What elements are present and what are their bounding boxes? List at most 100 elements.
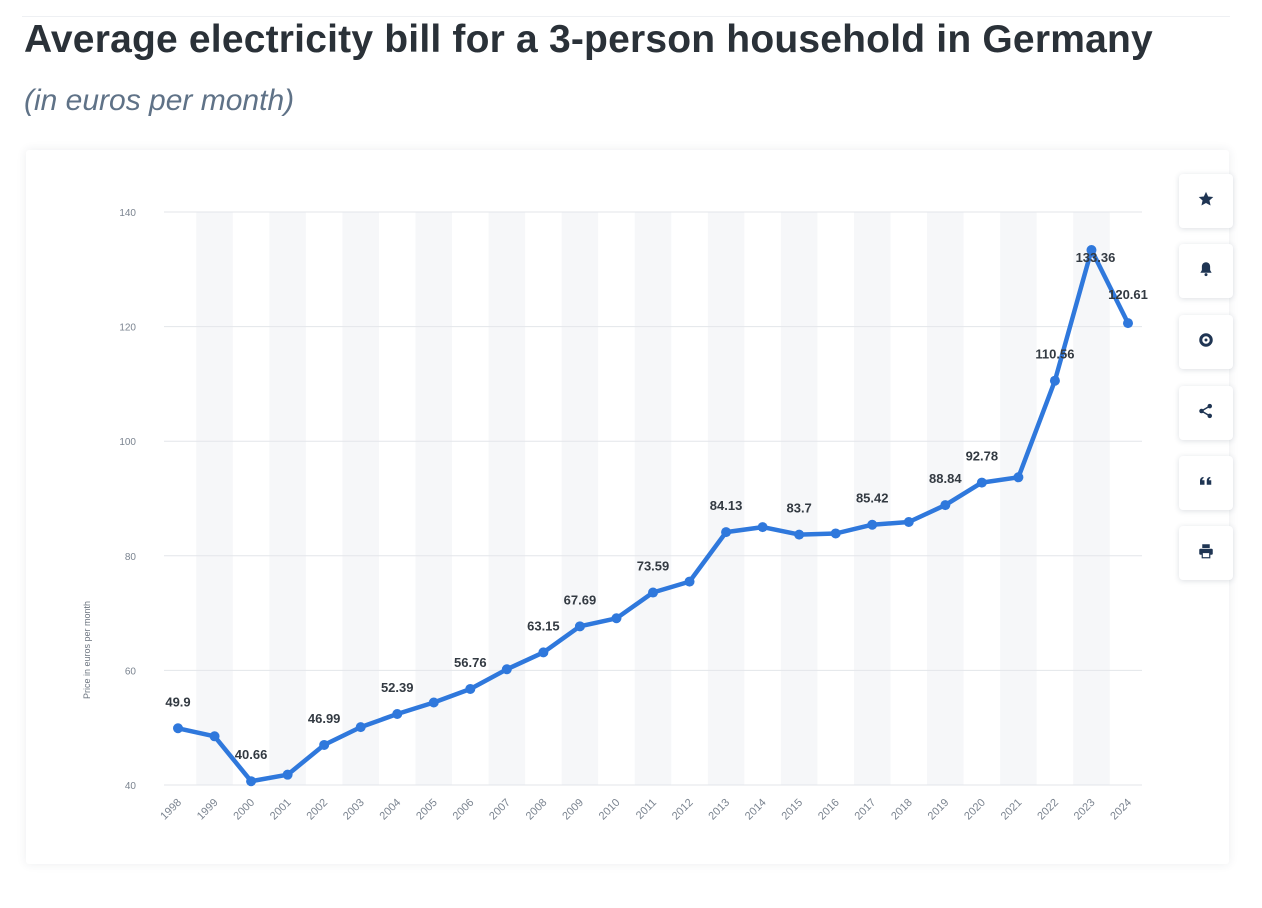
data-label: 83.7 — [786, 501, 811, 516]
y-tick-label: 120 — [119, 323, 136, 334]
x-tick-label: 2013 — [706, 797, 732, 823]
column-band — [780, 212, 818, 785]
x-tick-label: 2015 — [779, 797, 805, 823]
cite-button[interactable] — [1179, 456, 1233, 510]
data-label: 67.69 — [564, 592, 597, 607]
data-point — [1049, 375, 1060, 386]
data-point — [428, 697, 439, 708]
data-point — [574, 621, 585, 632]
data-point — [319, 739, 330, 750]
data-label: 56.76 — [454, 655, 487, 670]
data-point — [246, 776, 257, 787]
x-tick-label: 2003 — [341, 797, 367, 823]
x-tick-label: 2001 — [268, 797, 294, 823]
x-tick-label: 2024 — [1108, 797, 1134, 823]
data-point — [1013, 472, 1024, 483]
chart-card: 40 60 80 100 120 140 1998 1999 2000 2001 2002 2003… — [26, 150, 1233, 864]
chart-subtitle: (in euros per month) — [24, 84, 295, 117]
x-tick-label: 2012 — [670, 797, 696, 823]
column-band — [707, 212, 745, 785]
bell-icon — [1197, 260, 1215, 283]
data-label: 40.66 — [235, 747, 268, 762]
data-point — [903, 516, 914, 527]
data-point — [830, 528, 841, 539]
data-point — [209, 731, 220, 742]
column-band — [853, 212, 891, 785]
column-band — [561, 212, 599, 785]
column-band — [488, 212, 526, 785]
data-point — [355, 722, 366, 733]
top-divider — [22, 16, 1230, 17]
data-point — [501, 664, 512, 675]
x-tick-label: 2021 — [999, 797, 1025, 823]
x-tick-label: 2016 — [816, 797, 842, 823]
favorite-button[interactable] — [1179, 174, 1233, 228]
x-tick-label: 2017 — [853, 797, 879, 823]
data-label: 85.42 — [856, 491, 889, 506]
share-button[interactable] — [1179, 386, 1233, 440]
print-icon — [1197, 542, 1215, 565]
share-icon — [1197, 402, 1215, 425]
data-label: 120.61 — [1108, 287, 1148, 302]
data-point — [282, 769, 293, 780]
data-label: 110.56 — [1035, 347, 1074, 362]
data-label: 49.9 — [165, 694, 190, 709]
data-point — [976, 477, 987, 488]
data-point — [611, 613, 622, 624]
data-label: 63.15 — [527, 618, 560, 633]
x-tick-label: 2019 — [926, 797, 952, 823]
settings-button[interactable] — [1179, 315, 1233, 369]
data-point — [1123, 318, 1133, 329]
star-icon — [1197, 190, 1215, 213]
data-point — [465, 683, 476, 694]
y-tick-label: 100 — [119, 437, 136, 448]
data-point — [648, 587, 658, 598]
data-label: 88.84 — [929, 471, 962, 486]
column-band — [342, 212, 379, 785]
notification-button[interactable] — [1179, 244, 1233, 298]
y-tick-label: 40 — [125, 781, 137, 792]
x-tick-label: 2018 — [889, 797, 915, 823]
column-band — [415, 212, 453, 785]
x-tick-label: 2022 — [1035, 797, 1061, 823]
line-chart: 40 60 80 100 120 140 1998 1999 2000 2001 2002 2003… — [82, 208, 1148, 823]
data-point — [721, 527, 732, 538]
chart-title: Average electricity bill for a 3-person … — [24, 18, 1153, 61]
data-point — [940, 500, 951, 511]
data-point — [173, 723, 183, 734]
x-tick-label: 1998 — [158, 797, 184, 823]
x-tick-label: 2006 — [451, 797, 477, 823]
x-tick-label: 1999 — [195, 797, 221, 823]
data-label: 73.59 — [637, 559, 670, 574]
column-band — [1073, 212, 1110, 785]
x-tick-label: 2020 — [962, 797, 988, 823]
x-tick-label: 2004 — [378, 797, 404, 823]
x-tick-label: 2014 — [743, 797, 769, 823]
x-tick-label: 2000 — [231, 797, 257, 823]
data-label: 46.99 — [308, 711, 341, 726]
data-point — [794, 529, 805, 540]
x-tick-label: 2007 — [487, 797, 513, 823]
y-tick-label: 140 — [119, 208, 136, 219]
data-point — [757, 522, 768, 533]
data-point — [1086, 245, 1097, 256]
column-band — [634, 212, 672, 785]
x-tick-label: 2011 — [634, 797, 659, 822]
x-tick-label: 2023 — [1072, 797, 1098, 823]
print-button[interactable] — [1179, 526, 1233, 580]
data-point — [867, 519, 878, 530]
data-point — [392, 709, 403, 720]
column-band — [1000, 212, 1037, 785]
x-tick-label: 2002 — [304, 797, 330, 823]
x-tick-label: 2010 — [597, 797, 623, 823]
y-axis-label: Price in euros per month — [82, 601, 92, 699]
data-point — [684, 576, 695, 587]
data-label: 84.13 — [710, 498, 743, 513]
data-point — [538, 647, 549, 658]
column-band — [196, 212, 233, 785]
y-tick-label: 80 — [125, 552, 137, 563]
x-tick-label: 2008 — [524, 797, 550, 823]
x-tick-label: 2005 — [414, 797, 440, 823]
data-label: 52.39 — [381, 680, 414, 695]
y-tick-label: 60 — [125, 666, 137, 677]
